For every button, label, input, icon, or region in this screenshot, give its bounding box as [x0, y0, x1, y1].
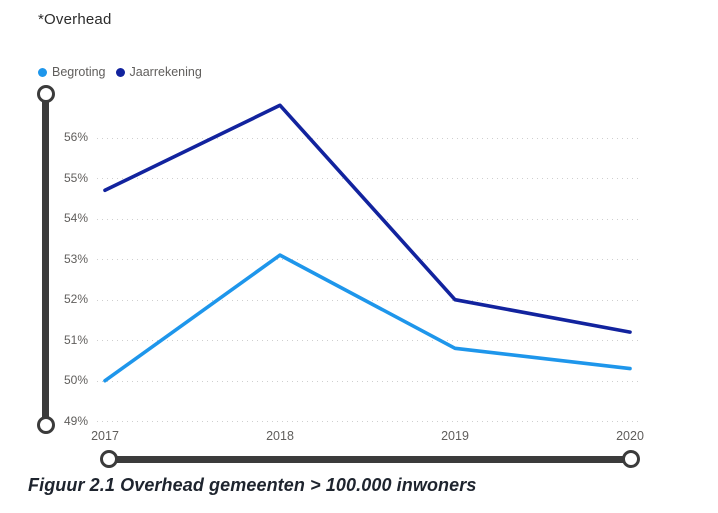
y-axis-tick-label: 54% — [63, 211, 88, 226]
y-axis-slider-handle-top[interactable] — [36, 84, 55, 103]
gridline — [97, 421, 642, 423]
legend-label-begroting: Begroting — [52, 65, 106, 79]
y-axis-tick-label: 50% — [63, 373, 88, 388]
gridline — [97, 299, 642, 301]
y-axis-slider-handle-bottom[interactable] — [36, 415, 55, 434]
legend-label-jaarrekening: Jaarrekening — [129, 65, 202, 79]
gridline — [97, 218, 642, 220]
x-axis-tick-label: 2018 — [266, 429, 294, 443]
x-axis-tick-label: 2019 — [441, 429, 469, 443]
gridline — [97, 340, 642, 342]
y-axis-tick-label: 49% — [63, 413, 88, 428]
x-axis-range-slider-track[interactable] — [108, 456, 630, 463]
gridline — [97, 178, 642, 180]
legend-item-begroting[interactable]: Begroting — [38, 65, 106, 79]
legend: Begroting Jaarrekening — [38, 65, 202, 79]
x-axis-slider-handle-right[interactable] — [621, 450, 640, 468]
y-axis-tick-label: 55% — [63, 170, 88, 185]
gridline — [97, 259, 642, 261]
chart-title: *Overhead — [38, 11, 112, 28]
line-series-jaarrekening[interactable] — [103, 103, 632, 334]
x-axis-slider-handle-left[interactable] — [99, 450, 118, 468]
y-axis-range-slider-track[interactable] — [41, 93, 49, 424]
y-axis-tick-label: 51% — [63, 332, 88, 347]
x-axis-tick-label: 2020 — [616, 429, 644, 443]
legend-item-jaarrekening[interactable]: Jaarrekening — [115, 65, 202, 79]
x-axis-tick-label: 2017 — [91, 429, 119, 443]
line-series-begroting[interactable] — [103, 253, 632, 383]
legend-dot-begroting-icon — [38, 67, 47, 77]
y-axis-tick-label: 53% — [63, 251, 88, 266]
figure-caption: Figuur 2.1 Overhead gemeenten > 100.000 … — [28, 475, 477, 495]
y-axis-tick-label: 56% — [63, 130, 88, 145]
gridline — [97, 380, 642, 382]
legend-dot-jaarrekening-icon — [115, 67, 125, 77]
y-axis-tick-label: 52% — [63, 292, 88, 307]
gridline — [97, 137, 642, 139]
